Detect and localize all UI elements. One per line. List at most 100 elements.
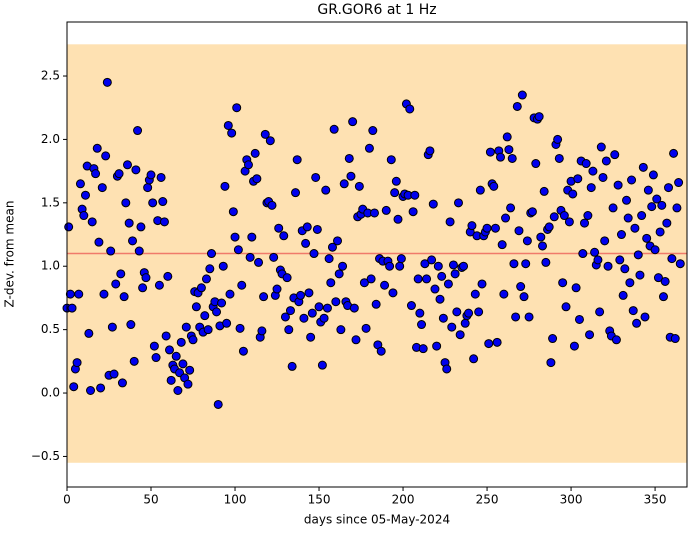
point xyxy=(648,170,658,180)
point xyxy=(427,255,437,265)
point xyxy=(657,200,667,210)
point xyxy=(558,278,568,288)
point xyxy=(474,307,484,317)
point xyxy=(223,120,233,130)
point xyxy=(521,259,531,269)
point xyxy=(131,165,141,175)
point xyxy=(640,312,650,322)
point xyxy=(65,289,75,299)
point xyxy=(254,257,264,267)
point xyxy=(102,77,112,87)
point xyxy=(243,160,253,170)
point xyxy=(501,213,511,223)
point xyxy=(422,274,432,284)
point xyxy=(669,148,679,158)
point xyxy=(536,232,546,242)
point xyxy=(225,289,235,299)
point xyxy=(151,353,161,363)
point xyxy=(282,273,292,283)
point xyxy=(344,153,354,163)
point xyxy=(124,218,134,228)
point xyxy=(417,320,427,330)
point xyxy=(136,222,146,232)
point xyxy=(531,159,541,169)
y-axis-label: Z-dev. from mean xyxy=(3,201,17,308)
point xyxy=(368,126,378,136)
point xyxy=(571,283,581,293)
point xyxy=(314,302,324,312)
point xyxy=(637,211,647,221)
point xyxy=(74,289,84,299)
point xyxy=(585,330,595,340)
point xyxy=(322,303,332,313)
point xyxy=(188,335,198,345)
point xyxy=(354,181,364,191)
point xyxy=(69,382,79,392)
point xyxy=(492,337,502,347)
point xyxy=(227,128,237,138)
point xyxy=(359,278,369,288)
point xyxy=(485,147,495,157)
point xyxy=(590,247,600,257)
point xyxy=(627,175,637,185)
x-tick-label: 0 xyxy=(63,493,71,507)
point xyxy=(516,282,526,292)
point xyxy=(319,313,329,323)
point xyxy=(218,261,228,271)
point xyxy=(171,351,181,361)
point xyxy=(443,279,453,289)
point xyxy=(191,302,201,312)
x-tick-label: 100 xyxy=(224,493,247,507)
point xyxy=(203,325,213,335)
point xyxy=(616,230,626,240)
point xyxy=(442,364,452,374)
point xyxy=(121,198,131,208)
point xyxy=(502,132,512,142)
point xyxy=(106,246,116,256)
point xyxy=(418,344,428,354)
point xyxy=(265,136,275,146)
point xyxy=(667,254,677,264)
point xyxy=(312,224,322,234)
point xyxy=(495,152,505,162)
point xyxy=(652,194,662,204)
point xyxy=(64,222,74,232)
point xyxy=(96,383,106,393)
y-tick-label: −0.5 xyxy=(31,449,60,463)
point xyxy=(72,358,82,368)
point xyxy=(326,278,336,288)
point xyxy=(524,312,534,322)
point xyxy=(504,145,514,155)
point xyxy=(212,307,222,317)
point xyxy=(450,269,460,279)
point xyxy=(338,261,348,271)
point xyxy=(252,174,262,184)
point xyxy=(603,261,613,271)
point xyxy=(285,306,295,316)
point xyxy=(670,334,680,344)
point xyxy=(580,218,590,228)
point xyxy=(527,207,537,217)
point xyxy=(292,155,302,165)
point xyxy=(299,313,309,323)
point xyxy=(569,341,579,351)
point xyxy=(158,197,168,207)
point xyxy=(435,294,445,304)
point xyxy=(596,142,606,152)
point xyxy=(625,278,635,288)
point xyxy=(114,169,124,179)
chart-title: GR.GOR6 at 1 Hz xyxy=(317,2,436,18)
point xyxy=(183,379,193,389)
point xyxy=(109,369,119,379)
point xyxy=(321,185,331,195)
point xyxy=(554,153,564,163)
point xyxy=(437,271,447,281)
point xyxy=(301,238,311,248)
point xyxy=(499,289,509,299)
point xyxy=(647,202,657,212)
point xyxy=(445,217,455,227)
point xyxy=(622,195,632,205)
point xyxy=(164,345,174,355)
point xyxy=(304,288,314,298)
point xyxy=(484,339,494,349)
